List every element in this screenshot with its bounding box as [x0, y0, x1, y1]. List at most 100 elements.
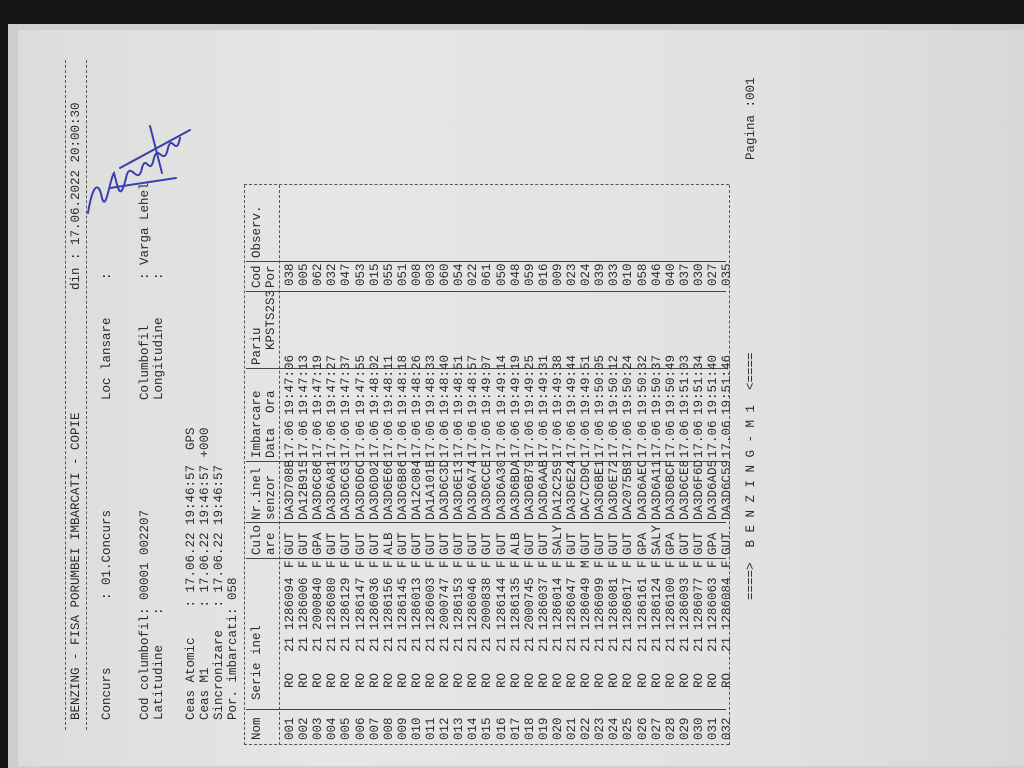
row-16-color: GUT [494, 532, 509, 555]
row-31-nom: 031 [706, 717, 720, 740]
row-10-nom: 010 [409, 717, 424, 740]
row-22-embark-date: 17.06 [579, 420, 594, 458]
row-1-year: 21 [283, 636, 297, 652]
row-30-country: RO [691, 672, 706, 688]
row-16-country: RO [494, 672, 509, 688]
row-10-ring-number: 1286013 [409, 577, 424, 630]
row-19-nom: 019 [536, 717, 551, 740]
row-25-sensor-id: DA2075B9 [621, 459, 636, 520]
row-23-embark-time: 19:50:05 [593, 354, 608, 415]
row-25-ring-number: 1286017 [621, 577, 636, 630]
row-23-embark-date: 17.06 [593, 420, 608, 458]
row-13-country: RO [452, 672, 467, 688]
row-3-nom: 003 [311, 717, 326, 740]
row-32-year: 21 [720, 636, 735, 652]
row-13-sensor-id: DA3D6E13 [452, 459, 467, 520]
row-17-year: 21 [508, 636, 523, 652]
row-16-cod-por: 050 [494, 263, 509, 286]
row-3-color: GPA [311, 532, 326, 555]
row-31-color: GPA [706, 532, 720, 555]
row-17-sex: F [508, 560, 523, 568]
row-24-embark-date: 17.06 [607, 420, 622, 458]
row-7-ring-number: 1286036 [367, 577, 382, 630]
row-17-sensor-id: DA3D6BDA [508, 459, 523, 520]
row-13-embark-date: 17.06 [452, 420, 467, 458]
row-18-sex: F [522, 560, 537, 568]
row-27-color: SALY [649, 524, 664, 555]
row-19-cod-por: 016 [536, 263, 551, 286]
row-13-color: GUT [452, 532, 467, 555]
row-9-cod-por: 051 [395, 263, 410, 286]
row-24-cod-por: 033 [607, 263, 622, 286]
row-1-ring-number: 1286094 [283, 577, 297, 630]
row-26-ring-number: 1286161 [635, 577, 650, 630]
row-15-ring-number: 2000838 [480, 577, 495, 630]
row-2-country: RO [297, 672, 312, 688]
longitudine-value: : [152, 272, 166, 280]
row-23-year: 21 [593, 636, 608, 652]
row-17-color: ALB [508, 532, 523, 555]
row-18-country: RO [522, 672, 537, 688]
row-25-nom: 025 [621, 717, 636, 740]
column-divider [246, 261, 726, 262]
column-divider [246, 558, 726, 559]
row-22-embark-time: 19:49:51 [579, 354, 594, 415]
row-20-embark-time: 19:49:38 [550, 354, 565, 415]
row-5-country: RO [339, 672, 354, 688]
row-32-embark-date: 17.06 [720, 420, 735, 458]
row-7-sex: F [367, 560, 382, 568]
row-24-country: RO [607, 672, 622, 688]
row-26-embark-date: 17.06 [635, 420, 650, 458]
row-15-sex: F [480, 560, 495, 568]
row-25-color: GUT [621, 532, 636, 555]
table-header-border [279, 185, 280, 745]
row-2-embark-time: 19:47:13 [297, 354, 312, 415]
cod-columbofil-value: 00001 002207 [138, 509, 152, 600]
row-26-embark-time: 19:50:32 [635, 354, 650, 415]
row-15-embark-date: 17.06 [480, 420, 495, 458]
row-23-country: RO [593, 672, 608, 688]
row-3-year: 21 [311, 636, 326, 652]
row-12-sensor-id: DA3D6C3D [438, 459, 453, 520]
row-26-nom: 026 [635, 717, 650, 740]
row-18-cod-por: 059 [522, 263, 537, 286]
row-17-embark-date: 17.06 [508, 420, 523, 458]
row-7-embark-date: 17.06 [367, 420, 382, 458]
row-25-cod-por: 010 [621, 263, 636, 286]
row-25-embark-date: 17.06 [621, 420, 636, 458]
row-10-color: GUT [409, 532, 424, 555]
row-26-year: 21 [635, 636, 650, 652]
row-15-cod-por: 061 [480, 263, 495, 286]
row-32-embark-time: 19:51:46 [720, 354, 735, 415]
row-5-sensor-id: DA3D6C63 [339, 459, 354, 520]
row-5-year: 21 [339, 636, 354, 652]
row-6-sensor-id: DA3D6D6C [353, 459, 368, 520]
embarked-pigeons-sheet: BENZING - FISA PORUMBEI IMBARCATI - COPI… [20, 30, 1024, 760]
row-14-ring-number: 1286046 [466, 577, 481, 630]
row-21-embark-time: 19:49:44 [565, 354, 579, 415]
row-31-sex: F [706, 560, 720, 568]
row-22-sensor-id: DAC7CD9C [579, 459, 594, 520]
row-25-year: 21 [621, 636, 636, 652]
loc-lansare-value: : [100, 272, 114, 280]
row-20-year: 21 [550, 636, 565, 652]
row-16-ring-number: 1286144 [494, 577, 509, 630]
row-15-sensor-id: DA3D6CCE [480, 459, 495, 520]
document-date: din : 17.06.2022 20:00:30 [69, 102, 83, 290]
row-9-embark-time: 19:48:18 [395, 354, 410, 415]
row-21-year: 21 [565, 636, 579, 652]
row-4-sex: F [325, 560, 340, 568]
row-5-sex: F [339, 560, 354, 568]
row-15-embark-time: 19:49:07 [480, 354, 495, 415]
row-2-year: 21 [297, 636, 312, 652]
row-3-embark-date: 17.06 [311, 420, 326, 458]
row-14-embark-date: 17.06 [466, 420, 481, 458]
latitudine-value: : [152, 607, 166, 615]
row-13-ring-number: 1286153 [452, 577, 467, 630]
row-20-embark-date: 17.06 [550, 420, 565, 458]
row-13-embark-time: 19:48:51 [452, 354, 467, 415]
ceas-atomic: Ceas Atomic : 17.06.22 19:46:57 GPS [184, 427, 198, 720]
row-13-year: 21 [452, 636, 467, 652]
col-culoare: Culo [250, 524, 264, 555]
row-9-country: RO [395, 672, 410, 688]
